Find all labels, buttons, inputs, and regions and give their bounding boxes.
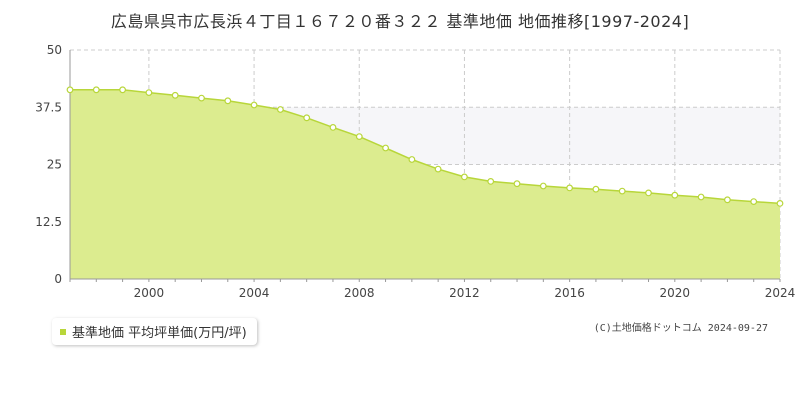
- data-point: [697, 193, 705, 201]
- data-point: [618, 187, 626, 195]
- x-tick-label: 2016: [554, 286, 585, 300]
- data-point: [277, 106, 284, 113]
- data-point: [224, 97, 232, 105]
- y-tick-label: 50: [47, 43, 62, 57]
- data-point: [303, 114, 311, 122]
- x-tick-label: 2012: [449, 286, 480, 300]
- data-point: [592, 185, 600, 193]
- data-point: [513, 180, 521, 188]
- data-point: [198, 94, 205, 102]
- series-line: [70, 89, 781, 205]
- data-point: [776, 199, 784, 207]
- x-tick-label: 2024: [765, 286, 796, 300]
- data-point: [408, 156, 416, 163]
- x-tick-label: 2020: [660, 286, 691, 300]
- data-point: [250, 101, 258, 109]
- y-tick-label: 12.5: [35, 215, 62, 229]
- x-tick-label: 2008: [344, 286, 375, 300]
- data-point: [566, 184, 573, 192]
- data-point: [119, 86, 126, 94]
- data-point: [724, 196, 731, 204]
- data-point: [645, 189, 652, 197]
- data-point: [671, 191, 679, 199]
- legend-square-icon: [60, 328, 66, 335]
- data-point: [434, 165, 442, 173]
- data-point: [750, 198, 758, 206]
- data-point: [92, 86, 100, 94]
- y-tick-label: 25: [47, 158, 62, 172]
- chart-title: 広島県呉市広長浜４丁目１６７２０番３２２ 基準地価 地価推移[1997-2024…: [110, 12, 690, 31]
- data-point: [66, 86, 74, 94]
- data-point: [171, 91, 179, 99]
- y-tick-label: 37.5: [35, 100, 62, 114]
- data-point: [329, 123, 337, 131]
- x-tick-label: 2004: [239, 286, 270, 300]
- x-tick-label: 2000: [134, 286, 165, 300]
- y-tick-label: 0: [54, 272, 62, 286]
- data-point: [382, 144, 390, 152]
- data-point: [539, 182, 547, 190]
- copyright-text: (C)土地価格ドットコム 2024-09-27: [593, 323, 768, 334]
- data-point: [487, 177, 495, 185]
- legend: 基準地価 平均坪単価(万円/坪): [52, 318, 257, 345]
- data-point: [355, 133, 363, 141]
- series-area: [70, 89, 780, 279]
- data-point: [145, 89, 153, 96]
- legend-label: 基準地価 平均坪単価(万円/坪): [72, 326, 247, 341]
- data-point: [461, 173, 468, 181]
